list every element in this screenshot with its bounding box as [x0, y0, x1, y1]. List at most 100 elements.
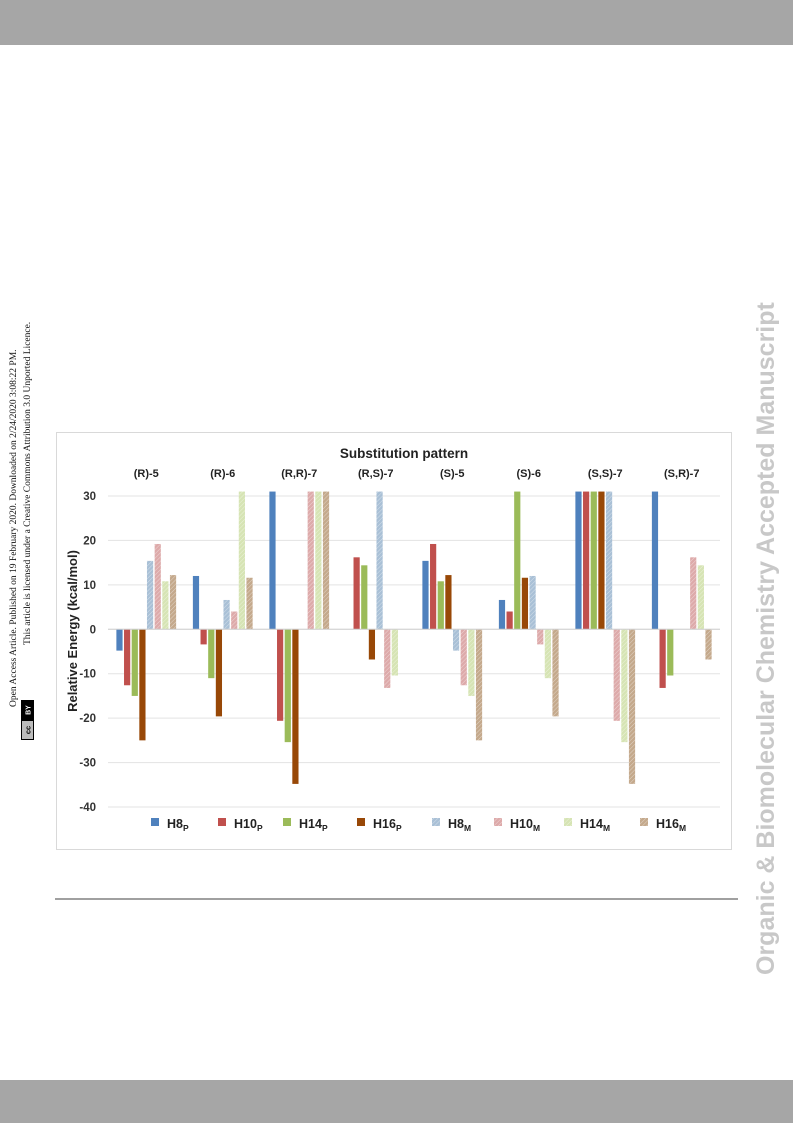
y-tick-label: 30 [83, 491, 96, 503]
bar-h10-m [537, 629, 544, 645]
bar-h16-m [322, 491, 330, 630]
legend-label: H14P [299, 817, 328, 833]
bar-h16-m [246, 577, 253, 630]
bar-h14-p [284, 629, 291, 743]
y-tick-label: -30 [79, 758, 96, 770]
bars [116, 491, 712, 784]
bar-h10-m [231, 611, 238, 630]
bar-h8-p [192, 575, 200, 630]
by-icon: BY [26, 705, 33, 715]
y-axis-title: Relative Energy (kcal/mol) [65, 550, 80, 712]
bar-h16-m [552, 629, 559, 717]
category-label: (S,S)-7 [588, 468, 623, 480]
legend-swatch [432, 818, 440, 826]
category-label: (R)-5 [134, 468, 159, 480]
category-label: (R,S)-7 [358, 468, 393, 480]
bar-h8-p [651, 491, 659, 630]
bar-h10-m [460, 629, 467, 686]
category-label: (R)-6 [210, 468, 235, 480]
cc-icon: cc [24, 726, 33, 734]
bar-h10-p [583, 491, 590, 630]
bar-h14-p [208, 629, 215, 679]
bar-h14-p [437, 581, 444, 630]
legend-swatch [357, 818, 365, 826]
bottom-footer-bar [0, 1080, 793, 1123]
bar-h16-p [368, 629, 376, 660]
bar-h14-m [391, 629, 398, 676]
category-label: (S)-6 [517, 468, 541, 480]
bar-h14-m [468, 629, 475, 696]
cc-badge-left-panel [22, 721, 33, 739]
bar-h16-p [215, 629, 223, 717]
category-label: (R,R)-7 [281, 468, 317, 480]
y-tick-label: -20 [79, 713, 96, 725]
bar-h14-m [162, 581, 169, 630]
category-labels: (R)-5 (R)-6 (R,R)-7 (R,S)-7 (S)-5 (S)-6 (S,S)-… [134, 468, 700, 480]
bar-h8-m [223, 599, 230, 630]
bar-h8-p [116, 629, 123, 651]
bar-h10-p [353, 557, 360, 630]
section-rule [55, 898, 738, 900]
bar-h14-m [315, 491, 322, 630]
y-tick-label: 20 [83, 535, 96, 547]
bar-h10-m [613, 629, 620, 721]
bar-h10-p [430, 543, 437, 630]
legend-label: H8P [167, 817, 189, 833]
bar-h10-p [277, 629, 284, 721]
top-header-bar [0, 0, 793, 45]
bar-h14-p [361, 565, 368, 630]
legend: H8P H10P H14P H16P H8M H10M H14M H16M [151, 817, 686, 833]
bar-h14-p [590, 491, 597, 630]
legend-label: H16P [373, 817, 402, 833]
bar-h16-m [475, 629, 483, 741]
chart-title: Substitution pattern [340, 446, 468, 461]
bar-h16-m [705, 629, 712, 660]
legend-swatch [640, 818, 648, 826]
legend-label: H10P [234, 817, 263, 833]
bar-h14-m [621, 629, 628, 743]
bar-h16-p [139, 629, 146, 741]
legend-label: H16M [656, 817, 686, 833]
bar-h10-m [307, 491, 314, 630]
bar-h14-m [697, 565, 704, 630]
bar-h14-m [238, 491, 245, 630]
y-tick-label: 10 [83, 580, 96, 592]
gridlines [108, 495, 720, 808]
y-tick-labels: 30 20 10 0 -10 -20 -30 -40 [79, 491, 96, 814]
bar-h8-m [605, 491, 613, 630]
legend-label: H14M [580, 817, 610, 833]
bar-h10-m [384, 629, 391, 688]
legend-swatch [564, 818, 572, 826]
legend-swatch [283, 818, 291, 826]
bar-h14-m [544, 629, 551, 679]
category-label: (S)-5 [440, 468, 464, 480]
bar-h8-p [422, 560, 429, 630]
bar-h10-p [506, 611, 513, 630]
bar-h14-p [514, 491, 521, 630]
cc-by-license-badge[interactable]: cc BY [0, 0, 40, 760]
legend-swatch [494, 818, 502, 826]
bar-h10-m [154, 543, 161, 630]
bar-h8-m [376, 491, 383, 630]
legend-label: H8M [448, 817, 471, 833]
bar-h16-p [521, 577, 529, 630]
bar-h14-p [667, 629, 674, 676]
bar-h8-p [575, 491, 582, 630]
y-tick-label: -10 [79, 669, 96, 681]
bar-h14-p [131, 629, 138, 696]
bar-h8-m [529, 575, 536, 630]
bar-h10-p [124, 629, 131, 686]
y-tick-label: 0 [90, 624, 96, 636]
legend-swatch [218, 818, 226, 826]
legend-swatch [151, 818, 159, 826]
legend-label: H10M [510, 817, 540, 833]
bar-h8-m [146, 560, 154, 630]
bar-h16-p [598, 491, 605, 630]
bar-h8-p [498, 599, 506, 630]
bar-h10-m [690, 557, 697, 630]
bar-h16-m [628, 629, 636, 784]
bar-h16-m [169, 575, 177, 630]
bar-h8-m [452, 629, 460, 651]
y-tick-label: -40 [79, 802, 96, 814]
